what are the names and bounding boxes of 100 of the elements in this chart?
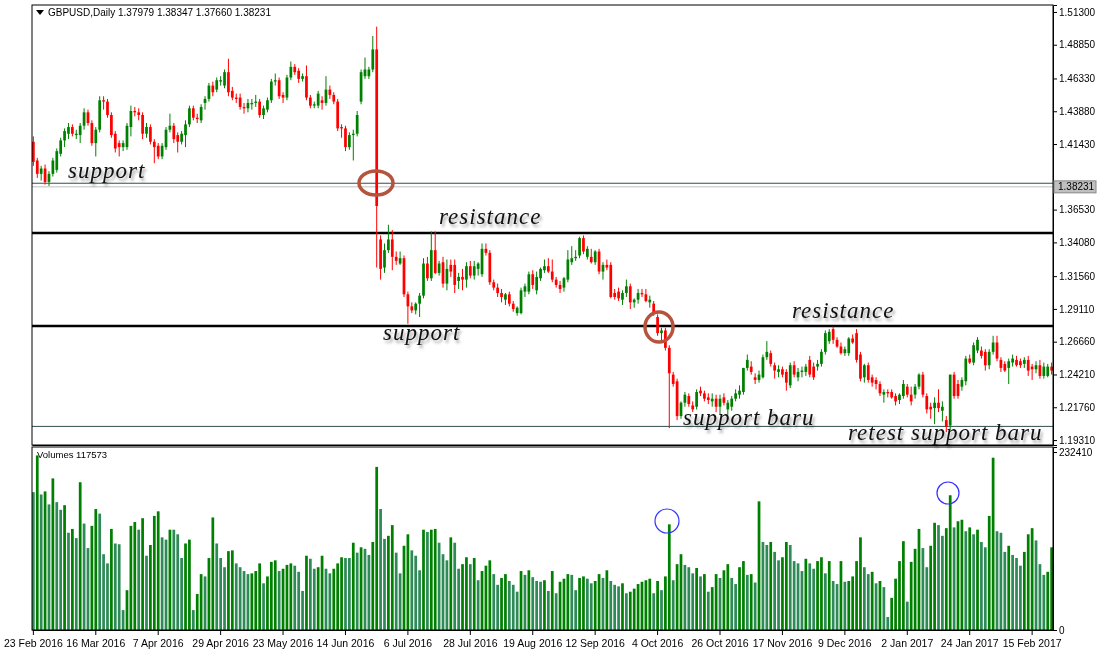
candlestick (972, 341, 975, 366)
bar (695, 567, 698, 630)
bar (730, 577, 734, 630)
candlestick (983, 348, 987, 372)
bar (808, 563, 812, 630)
candlestick (149, 123, 152, 145)
candlestick (941, 400, 944, 422)
annotation: Volumes 117573 (37, 449, 108, 460)
x-tick-label: 6 Jul 2016 (383, 637, 433, 650)
bar (113, 543, 117, 630)
x-tick-label: 4 Oct 2016 (631, 637, 684, 650)
bar (628, 591, 632, 630)
bar (351, 542, 355, 630)
bar (788, 545, 792, 630)
candlestick (628, 283, 632, 310)
candlestick (227, 58, 230, 97)
bar (820, 557, 823, 630)
candlestick (823, 329, 827, 356)
candlestick (866, 362, 870, 384)
bar (589, 583, 593, 630)
bar (227, 551, 230, 630)
bar (433, 528, 437, 630)
x-tick-label: 26 Oct 2016 (691, 637, 749, 650)
bar (234, 563, 238, 630)
x-tick-label: 23 May 2016 (252, 637, 314, 650)
x-tick-label: 23 Feb 2016 (3, 637, 64, 650)
candlestick (656, 313, 659, 337)
candlestick (461, 268, 464, 291)
bar (394, 552, 398, 630)
bar (784, 541, 788, 630)
bar (671, 580, 675, 630)
bar (1015, 558, 1018, 630)
y-tick-label: 1.29110 (1059, 303, 1095, 315)
candlestick (863, 363, 866, 384)
bar (55, 502, 59, 630)
bar (39, 494, 43, 630)
candlestick (909, 386, 913, 406)
candlestick (188, 105, 191, 128)
bar (582, 576, 585, 630)
bar (273, 560, 277, 630)
bar (531, 577, 535, 630)
candlestick (269, 78, 273, 104)
candlestick (152, 138, 156, 164)
bar (309, 558, 312, 630)
bar (472, 558, 476, 630)
bar (578, 577, 581, 630)
bar (621, 583, 624, 630)
bar (905, 601, 909, 630)
bar (63, 505, 66, 630)
annotation: support (68, 158, 146, 183)
bar (133, 522, 137, 630)
y-tick-label: 1.26660 (1059, 336, 1096, 348)
bar (348, 558, 351, 630)
bar (238, 567, 242, 630)
bar (652, 593, 656, 630)
candlestick (472, 260, 476, 281)
ref-line-label: 1.38231 (1058, 181, 1095, 193)
bar (67, 532, 70, 630)
candlestick (535, 271, 539, 295)
candlestick (102, 95, 105, 111)
bar (78, 482, 82, 630)
x-tick-label: 14 Jun 2016 (316, 637, 375, 650)
y-tick-label: 1.34080 (1059, 237, 1096, 249)
candlestick (141, 111, 144, 140)
candlestick (94, 126, 98, 157)
bar (648, 578, 652, 630)
bar (188, 539, 191, 630)
candlestick (258, 98, 262, 119)
bar (211, 517, 215, 630)
bar (831, 581, 835, 630)
bar (215, 543, 219, 630)
bar (976, 529, 979, 630)
bar (492, 574, 496, 630)
bar (816, 561, 819, 630)
y-tick-label: 1.19310 (1059, 434, 1096, 446)
bar (550, 571, 554, 630)
bar (422, 529, 425, 630)
annotation: retest support baru (848, 420, 1043, 445)
bar (453, 542, 457, 630)
bar (449, 537, 453, 630)
bar (543, 580, 546, 630)
annotation: support baru (683, 405, 815, 430)
bar (972, 534, 975, 630)
x-tick-label: 15 Feb 2017 (1002, 637, 1062, 650)
candlestick (847, 336, 851, 357)
bar (902, 541, 905, 630)
bar (586, 578, 589, 630)
candlestick (223, 69, 226, 89)
y-tick-label: 1.31560 (1059, 270, 1096, 282)
candlestick (383, 242, 386, 274)
bar (379, 509, 382, 630)
bar (948, 495, 952, 630)
bar (172, 529, 176, 630)
bar (230, 550, 234, 630)
candlestick (1007, 358, 1011, 385)
candlestick (527, 271, 531, 295)
bar (706, 591, 710, 630)
bar (289, 563, 293, 630)
bar (504, 574, 507, 630)
candlestick (433, 230, 437, 275)
